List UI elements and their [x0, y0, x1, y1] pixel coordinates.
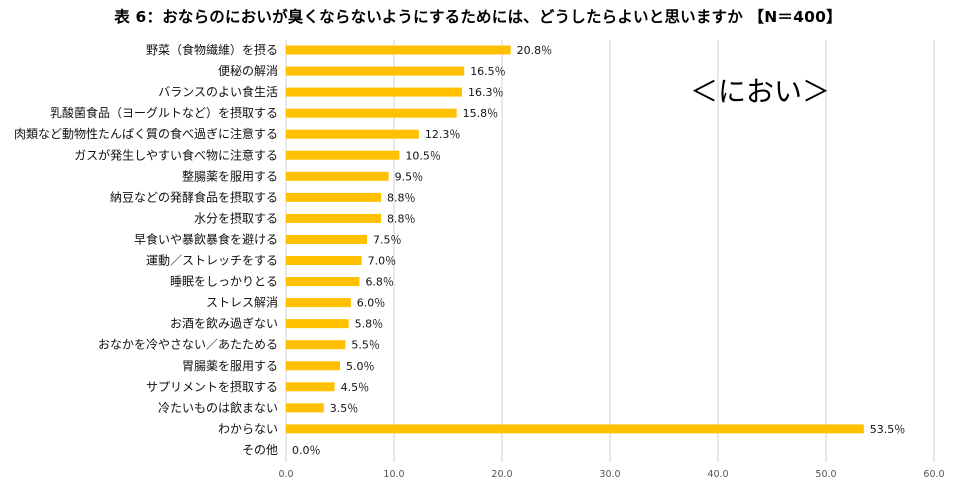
- value-label: 6.8％: [365, 276, 394, 289]
- category-label: 便秘の解消: [218, 64, 278, 78]
- bar: [286, 150, 400, 160]
- value-label: 10.5％: [405, 149, 441, 162]
- x-tick-label: 10.0: [383, 469, 404, 480]
- category-label: わからない: [218, 422, 278, 436]
- value-label: 15.8％: [463, 107, 499, 120]
- category-label: 乳酸菌食品（ヨーグルトなど）を摂取する: [50, 105, 278, 120]
- category-label: 整腸薬を服用する: [182, 168, 278, 183]
- value-label: 0.0％: [292, 444, 321, 457]
- value-label: 53.5％: [870, 423, 906, 436]
- value-label: 8.8％: [387, 212, 416, 225]
- category-label: お酒を飲み過ぎない: [170, 316, 278, 331]
- bar: [286, 234, 367, 244]
- bar: [286, 129, 419, 139]
- value-label: 8.8％: [387, 191, 416, 204]
- category-label: 早食いや暴飲暴食を避ける: [134, 231, 278, 246]
- category-label: 冷たいものは飲まない: [158, 400, 278, 415]
- bar: [286, 66, 465, 76]
- bar: [286, 319, 349, 329]
- x-tick-label: 50.0: [815, 469, 836, 480]
- category-label: 肉類など動物性たんぱく質の食べ過ぎに注意する: [14, 126, 278, 141]
- value-label: 7.5％: [373, 233, 402, 246]
- chart-annotation: ＜におい＞: [690, 75, 831, 108]
- value-label: 5.8％: [355, 318, 384, 331]
- value-label: 4.5％: [341, 381, 370, 394]
- x-tick-label: 30.0: [599, 469, 620, 480]
- bar: [286, 277, 360, 287]
- category-label: ガスが発生しやすい食べ物に注意する: [74, 147, 278, 162]
- bar: [286, 298, 351, 308]
- bar: [286, 171, 389, 181]
- category-label: 睡眠をしっかりとる: [170, 275, 278, 289]
- bar: [286, 256, 362, 265]
- bar: [286, 45, 511, 55]
- category-labels: 野菜（食物繊維）を摂る便秘の解消バランスのよい食生活乳酸菌食品（ヨーグルトなど）…: [14, 42, 278, 457]
- category-label: サプリメントを摂取する: [146, 379, 278, 394]
- category-label: 野菜（食物繊維）を摂る: [146, 42, 278, 57]
- bar: [286, 87, 463, 97]
- bar: [286, 213, 382, 223]
- x-tick-label: 60.0: [923, 469, 944, 480]
- value-label: 3.5％: [330, 402, 359, 415]
- chart-title: 表 6：おならのにおいが臭くならないようにするためには、どうしたらよいと思います…: [114, 8, 842, 26]
- value-label: 5.0％: [346, 360, 375, 373]
- x-tick-label: 20.0: [491, 469, 512, 480]
- x-tick-label: 0.0: [278, 469, 293, 480]
- category-label: おなかを冷やさない／あたためる: [98, 338, 278, 352]
- bar: [286, 108, 457, 118]
- category-label: 胃腸薬を服用する: [182, 359, 278, 373]
- category-label: バランスのよい食生活: [158, 84, 278, 99]
- value-label: 6.0％: [357, 297, 386, 310]
- value-label: 20.8％: [517, 44, 553, 57]
- grid-lines: [285, 40, 935, 462]
- bars: [286, 45, 864, 434]
- bar: [286, 403, 324, 413]
- bar: [286, 382, 335, 392]
- category-label: ストレス解消: [206, 296, 278, 310]
- value-label: 5.5％: [351, 339, 380, 352]
- category-label: 水分を摂取する: [194, 210, 278, 225]
- x-tick-label: 40.0: [707, 469, 728, 480]
- value-label: 12.3％: [425, 128, 461, 141]
- category-label: その他: [242, 443, 278, 457]
- bar: [286, 361, 340, 371]
- value-label: 9.5％: [395, 170, 424, 183]
- value-label: 16.5％: [470, 65, 506, 78]
- bar: [286, 340, 346, 350]
- category-label: 運動／ストレッチをする: [146, 254, 278, 268]
- bar: [286, 192, 382, 202]
- category-label: 納豆などの発酵食品を摂取する: [110, 189, 278, 204]
- value-label: 7.0％: [368, 255, 397, 268]
- value-label: 16.3％: [468, 86, 504, 99]
- bar: [286, 424, 864, 434]
- x-axis-ticks: 0.0 10.0 20.0 30.0 40.0 50.0 60.0: [278, 469, 944, 480]
- value-labels: 20.8％ 16.5％ 16.3％ 15.8％12.3％ 10.5％ 9.5％ 8.8％ 8.…: [292, 44, 905, 457]
